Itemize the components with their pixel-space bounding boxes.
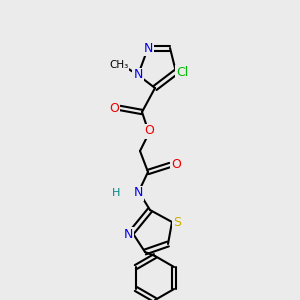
Text: H: H: [112, 188, 120, 198]
Text: CH₃: CH₃: [110, 60, 129, 70]
Text: Cl: Cl: [176, 65, 188, 79]
Text: O: O: [109, 101, 119, 115]
Text: N: N: [123, 227, 133, 241]
Text: S: S: [173, 215, 181, 229]
Text: N: N: [133, 187, 143, 200]
Text: N: N: [143, 41, 153, 55]
Text: O: O: [171, 158, 181, 170]
Text: N: N: [133, 68, 143, 82]
Text: O: O: [144, 124, 154, 137]
